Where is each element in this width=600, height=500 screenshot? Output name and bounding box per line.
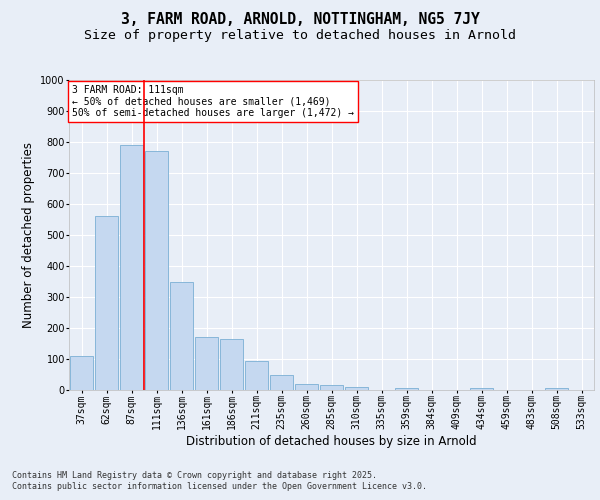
Text: 3 FARM ROAD: 111sqm
← 50% of detached houses are smaller (1,469)
50% of semi-det: 3 FARM ROAD: 111sqm ← 50% of detached ho…	[71, 84, 353, 118]
Bar	[545, 388, 568, 390]
Bar	[245, 360, 268, 390]
Text: Contains public sector information licensed under the Open Government Licence v3: Contains public sector information licen…	[12, 482, 427, 491]
Bar	[145, 152, 168, 390]
Bar	[95, 216, 118, 390]
Text: Contains HM Land Registry data © Crown copyright and database right 2025.: Contains HM Land Registry data © Crown c…	[12, 470, 377, 480]
Bar	[395, 388, 418, 390]
Bar	[220, 339, 243, 390]
Bar	[345, 387, 368, 390]
Bar	[195, 338, 218, 390]
Bar	[270, 374, 293, 390]
Bar	[170, 282, 193, 390]
Y-axis label: Number of detached properties: Number of detached properties	[22, 142, 35, 328]
Bar	[120, 145, 143, 390]
X-axis label: Distribution of detached houses by size in Arnold: Distribution of detached houses by size …	[186, 435, 477, 448]
Text: 3, FARM ROAD, ARNOLD, NOTTINGHAM, NG5 7JY: 3, FARM ROAD, ARNOLD, NOTTINGHAM, NG5 7J…	[121, 12, 479, 28]
Bar	[295, 384, 318, 390]
Text: Size of property relative to detached houses in Arnold: Size of property relative to detached ho…	[84, 28, 516, 42]
Bar	[70, 356, 93, 390]
Bar	[470, 388, 493, 390]
Bar	[320, 386, 343, 390]
